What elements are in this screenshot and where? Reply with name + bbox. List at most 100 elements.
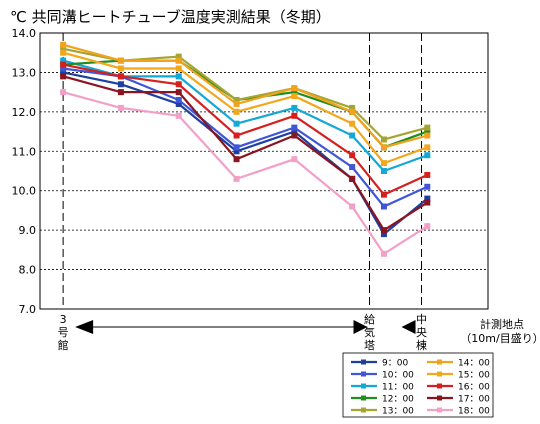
- legend-label: 17：00: [458, 395, 490, 405]
- data-point-0-1: [117, 81, 124, 88]
- series-line-8: [62, 75, 428, 232]
- marker-label-1: 気: [364, 325, 375, 339]
- x-axis-label: （10m/目盛り）: [460, 331, 540, 345]
- series-line-9: [62, 91, 428, 256]
- legend-marker-6: [437, 371, 442, 377]
- data-point-8-2: [175, 89, 182, 96]
- data-point-9-4: [291, 156, 298, 163]
- marker-label-0: 号: [58, 326, 69, 339]
- data-point-8-6: [380, 227, 387, 234]
- marker-label-0: 館: [58, 338, 69, 352]
- legend-marker-2: [361, 383, 366, 389]
- data-point-6-5: [349, 120, 356, 127]
- data-point-7-1: [117, 73, 124, 80]
- data-point-5-1: [117, 57, 124, 64]
- data-point-5-4: [291, 85, 298, 92]
- data-point-8-1: [117, 89, 124, 96]
- data-point-7-4: [291, 112, 298, 119]
- data-point-9-6: [380, 250, 387, 257]
- arrow-left-head: [75, 320, 94, 334]
- marker-label-2: 央: [416, 326, 427, 339]
- legend-marker-5: [437, 359, 442, 365]
- legend-marker-7: [437, 383, 442, 389]
- data-point-9-7: [424, 223, 431, 230]
- data-point-7-7: [424, 171, 431, 178]
- legend-label: 9：00: [382, 359, 408, 369]
- data-point-2-6: [380, 168, 387, 174]
- series-line-5: [62, 43, 428, 149]
- data-point-0-7: [424, 195, 431, 202]
- series-line-1: [62, 67, 428, 208]
- legend-marker-0: [361, 359, 366, 365]
- data-point-7-5: [349, 152, 356, 159]
- data-point-9-3: [233, 175, 240, 182]
- data-point-7-6: [380, 191, 387, 198]
- marker-label-1: 給: [364, 312, 375, 326]
- data-point-1-2: [175, 97, 182, 104]
- data-point-4-6: [380, 136, 387, 143]
- data-point-0-3: [233, 148, 240, 155]
- data-point-2-4: [291, 104, 298, 111]
- data-point-7-2: [175, 81, 182, 88]
- data-point-2-3: [233, 120, 240, 127]
- data-point-2-2: [175, 73, 182, 80]
- data-point-6-6: [380, 160, 387, 167]
- data-point-5-7: [424, 132, 431, 139]
- legend-marker-1: [361, 371, 366, 377]
- marker-label-2: 中: [416, 313, 427, 326]
- data-point-8-0: [60, 73, 67, 80]
- data-point-9-0: [60, 89, 67, 96]
- series-line-0: [62, 71, 428, 236]
- data-point-9-2: [175, 112, 182, 119]
- x-axis-label: 計測地点: [480, 317, 524, 331]
- arrow-middle-head: [401, 320, 416, 334]
- data-point-8-3: [233, 156, 240, 163]
- data-point-2-5: [349, 132, 356, 139]
- series-line-7: [62, 63, 428, 197]
- data-point-0-4: [291, 128, 298, 135]
- marker-label-0: 3: [60, 313, 67, 326]
- y-tick-label: 11.0: [12, 145, 37, 158]
- data-point-9-5: [349, 203, 356, 210]
- legend-label: 11：00: [382, 383, 414, 393]
- y-tick-label: 14.0: [12, 27, 37, 40]
- data-point-5-5: [349, 108, 356, 115]
- y-tick-label: 10.0: [12, 185, 37, 198]
- data-point-6-2: [175, 65, 182, 72]
- data-point-2-0: [60, 57, 67, 64]
- data-point-1-4: [291, 124, 298, 131]
- data-point-4-0: [60, 45, 67, 52]
- data-point-0-2: [175, 100, 182, 107]
- y-tick-label: 7.0: [19, 303, 37, 316]
- series-line-6: [62, 51, 428, 165]
- data-point-7-0: [60, 61, 67, 68]
- legend-marker-8: [437, 395, 442, 401]
- data-point-7-3: [233, 132, 240, 139]
- data-point-8-7: [424, 199, 431, 206]
- data-point-5-2: [175, 57, 182, 64]
- data-point-4-7: [424, 124, 431, 131]
- data-point-3-4: [291, 89, 298, 96]
- data-point-5-0: [60, 41, 67, 48]
- data-point-4-5: [349, 104, 356, 111]
- data-point-6-4: [291, 93, 298, 100]
- data-point-1-7: [424, 183, 431, 190]
- legend-marker-4: [361, 407, 366, 413]
- data-point-1-5: [349, 164, 356, 171]
- data-point-0-6: [380, 231, 387, 238]
- data-point-5-3: [233, 100, 240, 107]
- data-point-4-3: [233, 97, 240, 104]
- y-tick-label: 8.0: [19, 264, 37, 277]
- legend-label: 14：00: [458, 359, 490, 369]
- marker-label-2: 棟: [416, 338, 427, 352]
- data-point-6-0: [60, 49, 67, 56]
- data-point-3-7: [424, 128, 431, 135]
- data-point-6-7: [424, 144, 431, 151]
- data-point-6-1: [117, 65, 124, 72]
- legend-marker-9: [437, 407, 442, 413]
- legend-label: 16：00: [458, 383, 490, 393]
- legend-label: 12：00: [382, 395, 414, 405]
- data-point-6-3: [233, 108, 240, 115]
